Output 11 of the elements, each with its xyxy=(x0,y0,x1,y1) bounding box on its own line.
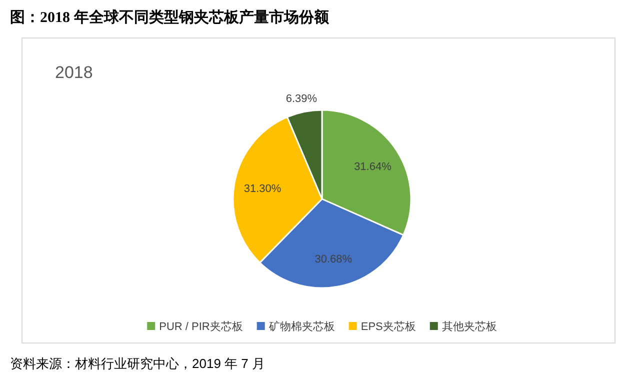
legend-label: EPS夹芯板 xyxy=(360,320,416,333)
data-label: 30.68% xyxy=(314,253,352,266)
legend-label: 其他夹芯板 xyxy=(442,320,497,333)
data-label: 31.30% xyxy=(244,182,282,195)
data-label: 6.39% xyxy=(286,93,318,106)
chart-subtitle: 2018 xyxy=(55,63,93,82)
data-label: 31.64% xyxy=(354,160,392,173)
legend-label: PUR / PIR夹芯板 xyxy=(159,320,243,333)
chart-title: 图：2018 年全球不同类型钢夹芯板产量市场份额 xyxy=(10,8,330,26)
legend-label: 矿物棉夹芯板 xyxy=(268,320,335,333)
text: 资料来源：材料行业研究中心，2019 年 7 月 xyxy=(10,356,265,371)
